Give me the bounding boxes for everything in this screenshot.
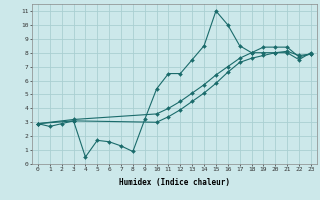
X-axis label: Humidex (Indice chaleur): Humidex (Indice chaleur) — [119, 178, 230, 187]
